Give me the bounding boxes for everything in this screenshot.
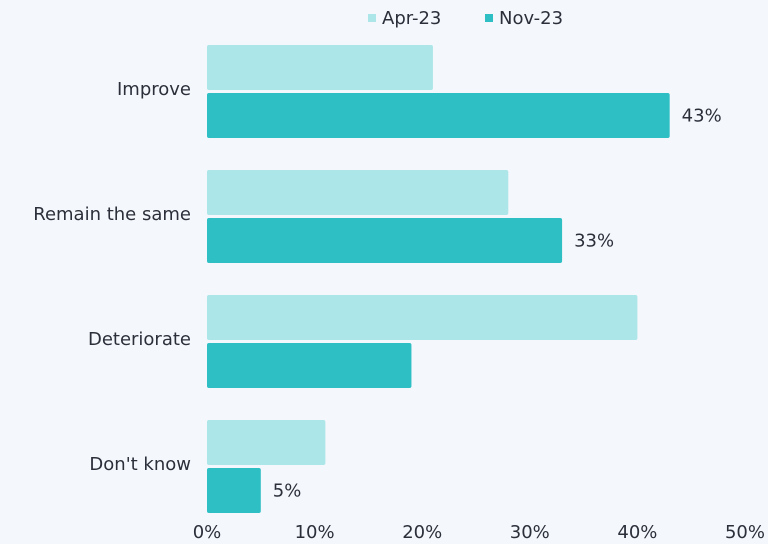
legend-label: Apr-23 [382, 8, 441, 29]
legend-swatch [485, 14, 493, 22]
category-label: Deteriorate [88, 329, 191, 350]
x-tick-label: 30% [510, 522, 550, 543]
value-label: 43% [682, 106, 722, 127]
value-label: 5% [273, 481, 302, 502]
bar [207, 295, 638, 340]
category-label: Don't know [89, 454, 191, 475]
legend-label: Nov-23 [499, 8, 563, 29]
category-label: Remain the same [33, 204, 191, 225]
bar [207, 420, 326, 465]
x-tick-label: 10% [295, 522, 335, 543]
bar [207, 468, 261, 513]
x-tick-label: 20% [402, 522, 442, 543]
x-tick-label: 40% [617, 522, 657, 543]
legend-swatch [368, 14, 376, 22]
bar [207, 218, 563, 263]
category-label: Improve [117, 79, 191, 100]
bar [207, 343, 412, 388]
value-label: 33% [574, 231, 614, 252]
bar [207, 170, 509, 215]
bar [207, 93, 670, 138]
bar [207, 45, 433, 90]
x-tick-label: 50% [725, 522, 765, 543]
x-tick-label: 0% [193, 522, 222, 543]
